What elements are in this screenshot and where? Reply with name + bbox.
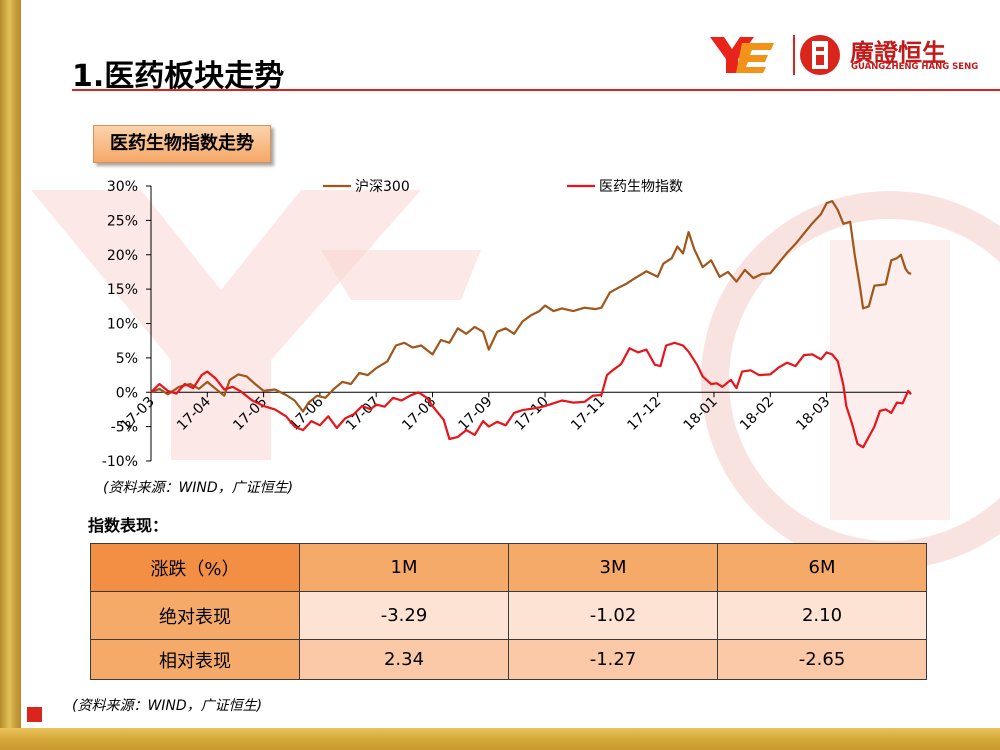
company-logo: 廣證恒生 GUANGZHENG HANG SENG <box>708 29 978 81</box>
table-cell: -2.65 <box>717 639 927 680</box>
row-label-absolute: 绝对表现 <box>90 591 300 640</box>
y-tick-label: 10% <box>107 317 138 333</box>
x-tick-label: 18-02 <box>737 394 777 434</box>
series-line-pharma <box>150 341 912 449</box>
x-tick-label: 17-10 <box>512 394 552 434</box>
left-gold-bar <box>0 0 21 750</box>
x-tick-label: 17-08 <box>399 394 439 434</box>
table-cell: 2.34 <box>299 639 509 680</box>
x-tick-label: 17-04 <box>174 394 214 434</box>
y-tick-label: 15% <box>107 282 138 298</box>
header-cell-6m: 6M <box>717 543 927 592</box>
y-tick-label: 30% <box>107 179 138 195</box>
series-line-hs300 <box>150 200 912 413</box>
logo-brand-en: GUANGZHENG HANG SENG <box>851 62 979 72</box>
y-tick-label: 0% <box>116 385 138 401</box>
line-chart: 30%25%20%15%10%5%0%-5%-10% 17-03 17-04 17-… <box>102 179 912 470</box>
x-tick-label: 18-03 <box>793 394 833 434</box>
header-cell-1m: 1M <box>299 543 509 592</box>
ye-logo-icon <box>710 35 840 75</box>
legend-label-pharma: 医药生物指数 <box>599 179 683 195</box>
chart-source-note: (资料来源：WIND，广证恒生) <box>103 480 294 496</box>
table-source-note: (资料来源：WIND，广证恒生) <box>72 698 263 714</box>
corner-red-square <box>27 707 42 722</box>
table-cell: -1.02 <box>508 591 718 640</box>
table-header-row: 涨跌（%） 1M 3M 6M <box>90 543 927 592</box>
table-row: 绝对表现 -3.29 -1.02 2.10 <box>90 591 927 640</box>
header-cell-3m: 3M <box>508 543 718 592</box>
y-tick-label: 25% <box>107 213 138 229</box>
table-cell: -1.27 <box>508 639 718 680</box>
legend-label-hs300: 沪深300 <box>355 179 410 195</box>
section-label: 医药生物指数走势 <box>93 125 271 163</box>
x-tick-label: 17-09 <box>456 394 496 434</box>
table-cell: 2.10 <box>717 591 927 640</box>
x-tick-label: 18-01 <box>681 394 721 434</box>
page-title: 1.医药板块走势 <box>72 59 285 94</box>
performance-table: 涨跌（%） 1M 3M 6M 绝对表现 -3.29 -1.02 2.10 相对表… <box>90 543 927 680</box>
x-tick-label: 17-12 <box>624 394 664 434</box>
header-cell-change: 涨跌（%） <box>90 543 300 592</box>
title-underline <box>72 89 1000 91</box>
logo-brand-cn: 廣證恒生 <box>850 39 946 67</box>
table-cell: -3.29 <box>299 591 509 640</box>
x-tick-label: 17-07 <box>343 394 383 434</box>
y-tick-label: 20% <box>107 248 138 264</box>
y-tick-label: -10% <box>102 454 138 470</box>
bottom-gold-bar <box>0 728 1000 750</box>
index-performance-label: 指数表现： <box>88 516 169 535</box>
y-tick-label: -5% <box>111 420 138 436</box>
table-row: 相对表现 2.34 -1.27 -2.65 <box>90 639 927 680</box>
y-tick-label: 5% <box>116 351 138 367</box>
row-label-relative: 相对表现 <box>90 639 300 680</box>
